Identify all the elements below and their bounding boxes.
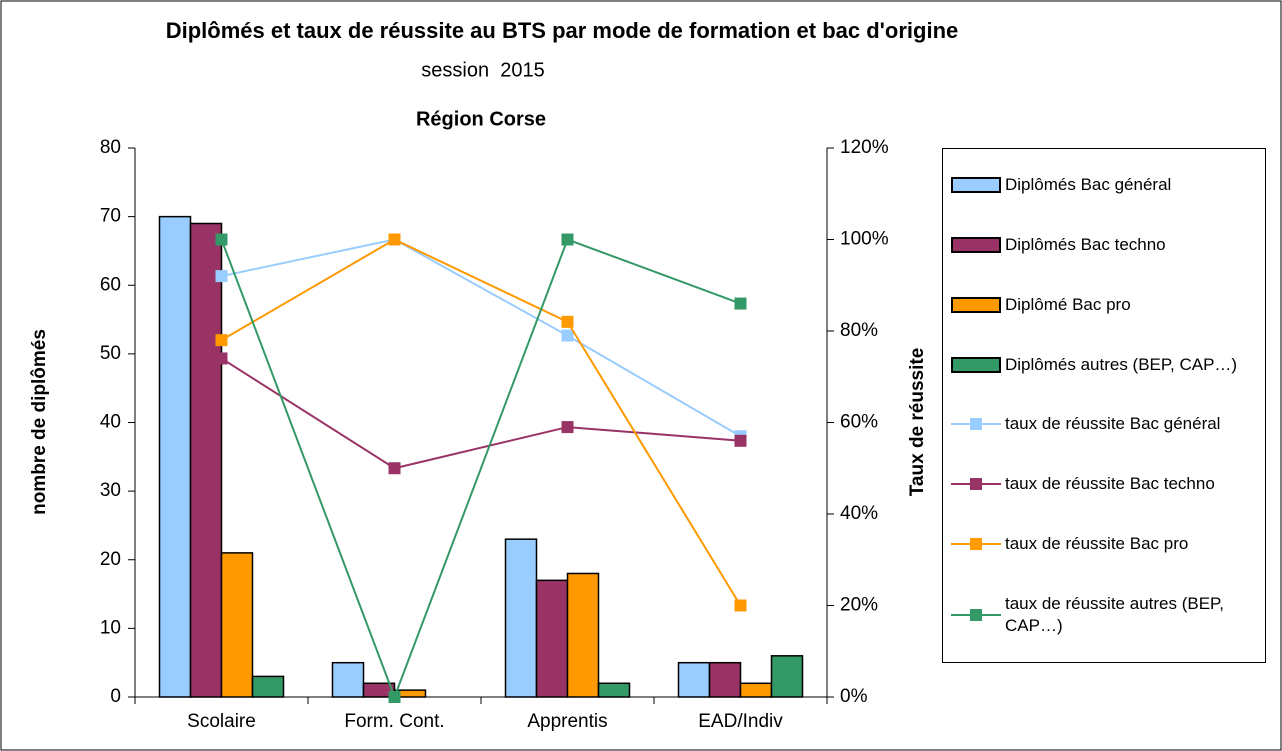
- legend-item: taux de réussite Bac pro: [951, 533, 1261, 555]
- y2-tick-label: 40%: [840, 503, 878, 524]
- marker: [734, 297, 747, 310]
- x-tick-label: Apprentis: [527, 711, 607, 732]
- legend-symbol: [951, 609, 1001, 622]
- y-tick-label: 30: [100, 480, 121, 501]
- y2-tick-label: 80%: [840, 320, 878, 341]
- legend-swatch: [951, 356, 1001, 373]
- marker: [215, 352, 228, 365]
- legend-label: Diplômés autres (BEP, CAP…): [1005, 354, 1238, 374]
- y-tick-label: 70: [100, 206, 121, 227]
- bar: [597, 682, 631, 698]
- bar: [504, 538, 538, 698]
- legend-swatch: [951, 296, 1001, 313]
- line: [220, 238, 742, 607]
- y-tick-label: 80: [100, 137, 121, 158]
- legend-swatch: [951, 176, 1001, 193]
- bar: [251, 675, 285, 698]
- legend-symbol: [951, 356, 1001, 373]
- chart-title: Diplômés et taux de réussite au BTS par …: [166, 18, 959, 43]
- y2-tick-label: 100%: [840, 229, 889, 250]
- marker: [388, 691, 401, 703]
- marker: [561, 329, 574, 342]
- bar: [220, 552, 254, 698]
- legend-label: taux de réussite Bac pro: [1005, 534, 1189, 554]
- x-tick-label: Scolaire: [187, 711, 256, 732]
- line: [221, 238, 742, 438]
- marker: [561, 421, 574, 434]
- y2-tick-label: 0%: [840, 686, 868, 707]
- legend-marker: [970, 418, 982, 431]
- bar: [158, 215, 192, 698]
- bar: [677, 661, 711, 698]
- marker: [215, 334, 228, 347]
- legend-label: Diplômés Bac général: [1005, 174, 1172, 194]
- bar: [739, 682, 773, 698]
- marker: [734, 599, 747, 612]
- legend-swatch: [951, 236, 1001, 253]
- legend-marker: [970, 478, 982, 491]
- legend-symbol: [951, 538, 1001, 551]
- y2-axis-label: Taux de réussite: [907, 348, 928, 497]
- legend-symbol: [951, 296, 1001, 313]
- x-tick-label: EAD/Indiv: [698, 711, 783, 732]
- bar: [331, 661, 365, 698]
- legend-item: taux de réussite Bac général: [951, 413, 1261, 435]
- legend-label: Diplômés Bac techno: [1005, 234, 1166, 254]
- legend-symbol: [951, 176, 1001, 193]
- legend: Diplômés Bac général Diplômés Bac techno D…: [942, 148, 1266, 663]
- bar: [566, 572, 600, 698]
- line: [220, 238, 741, 700]
- bar: [708, 661, 742, 698]
- legend-item: taux de réussite autres (BEP, CAP…): [951, 593, 1261, 637]
- legend-symbol: [951, 236, 1001, 253]
- y2-tick-label: 60%: [840, 412, 878, 433]
- legend-symbol: [951, 418, 1001, 431]
- chart-subtitle: session 2015: [421, 59, 544, 81]
- legend-label: Diplômé Bac pro: [1005, 294, 1131, 314]
- line: [220, 357, 741, 470]
- bar: [770, 655, 804, 698]
- marker: [388, 462, 401, 475]
- y-tick-label: 20: [100, 549, 121, 570]
- y2-tick-label: 20%: [840, 595, 878, 616]
- bar: [189, 222, 223, 698]
- legend-marker: [970, 609, 982, 622]
- marker: [388, 233, 401, 246]
- marker: [561, 233, 574, 246]
- legend-item: Diplômés Bac général: [951, 174, 1261, 196]
- y-tick-label: 10: [100, 617, 121, 638]
- y-tick-label: 0: [110, 686, 121, 707]
- marker: [215, 233, 228, 246]
- marker: [215, 270, 228, 283]
- y-tick-label: 40: [100, 412, 121, 433]
- y-axis-label: nombre de diplômés: [29, 329, 50, 515]
- legend-symbol: [951, 478, 1001, 491]
- legend-label: taux de réussite Bac général: [1005, 414, 1221, 434]
- chart-region: Région Corse: [416, 108, 546, 130]
- y-tick-label: 60: [100, 274, 121, 295]
- y-tick-label: 50: [100, 343, 121, 364]
- bar: [535, 579, 569, 698]
- legend-label: taux de réussite Bac techno: [1005, 474, 1215, 494]
- marker: [734, 434, 747, 447]
- legend-marker: [970, 538, 982, 551]
- marker: [561, 315, 574, 328]
- legend-item: Diplômés autres (BEP, CAP…): [951, 354, 1261, 376]
- legend-label: taux de réussite autres (BEP, CAP…): [1005, 594, 1224, 636]
- y2-tick-label: 120%: [840, 137, 889, 158]
- legend-item: Diplômé Bac pro: [951, 294, 1261, 316]
- legend-item: Diplômés Bac techno: [951, 234, 1261, 256]
- x-tick-label: Form. Cont.: [344, 711, 444, 732]
- legend-item: taux de réussite Bac techno: [951, 473, 1261, 495]
